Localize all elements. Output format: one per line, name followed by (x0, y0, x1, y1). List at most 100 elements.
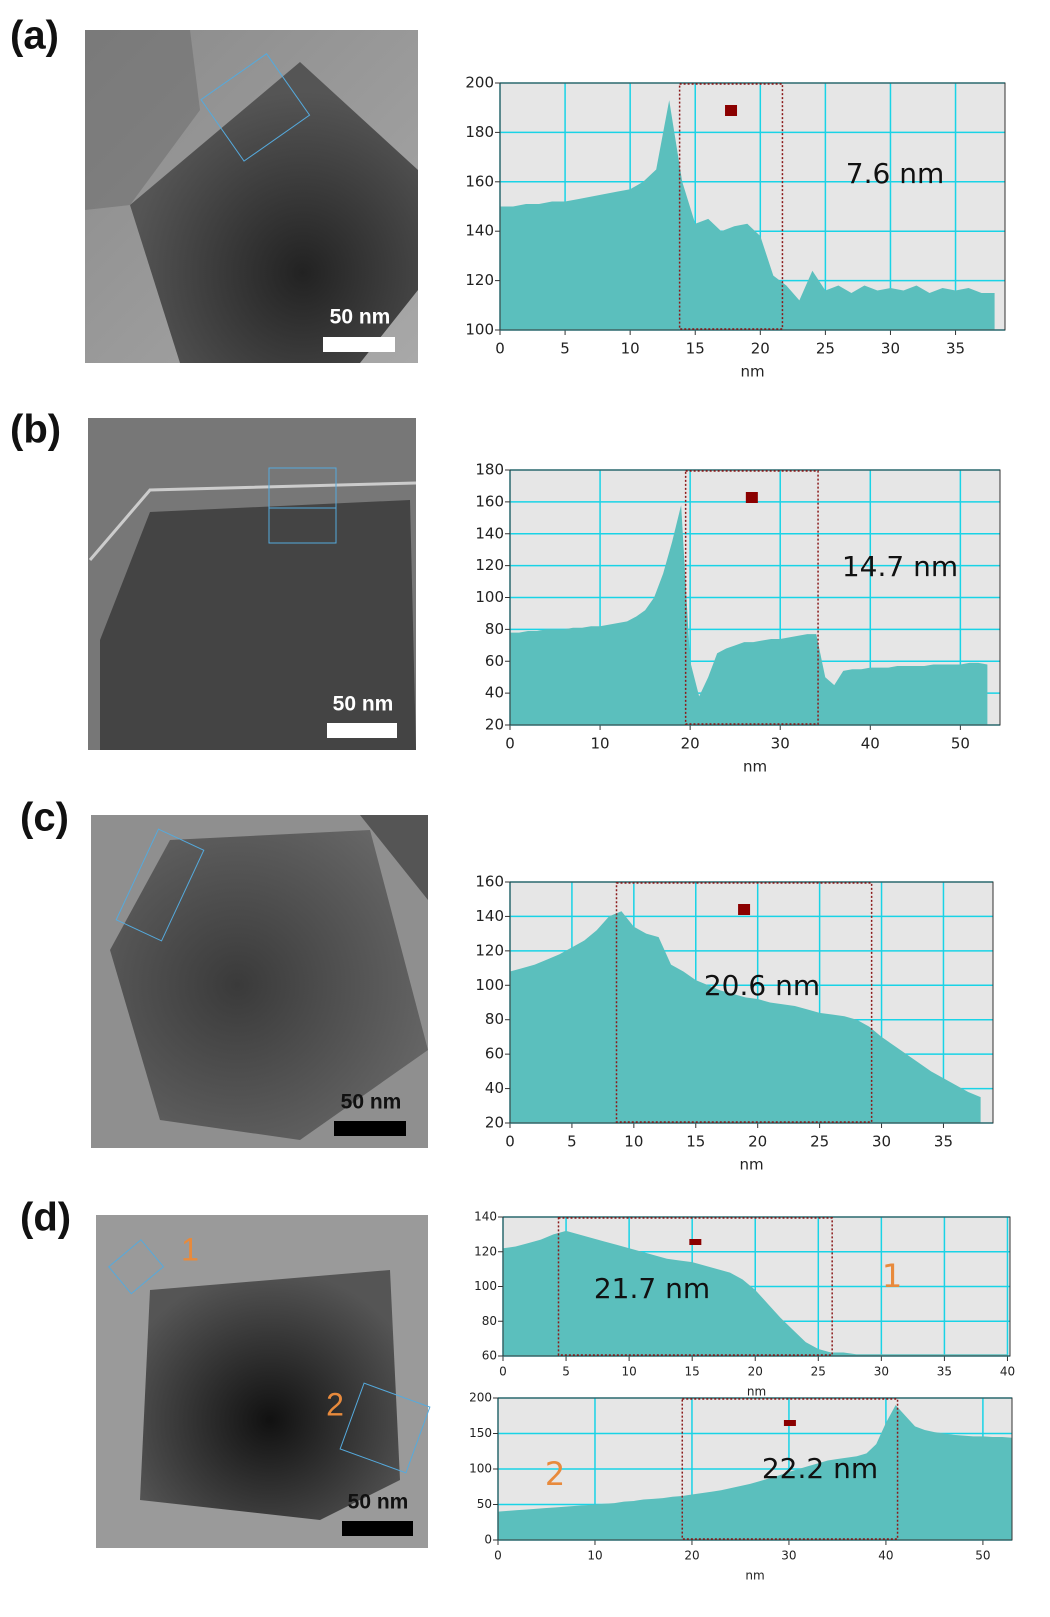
x-tick-label: 20 (684, 1549, 699, 1563)
x-axis-title: nm (739, 1156, 763, 1174)
x-tick-label: 10 (591, 735, 610, 753)
x-tick-label: 20 (751, 340, 770, 358)
y-tick-label: 120 (475, 941, 504, 959)
plot-frame (509, 881, 994, 1124)
x-tick-label: 0 (494, 1549, 502, 1563)
region-handle (745, 492, 758, 503)
selection-region (557, 1217, 833, 1356)
x-axis-title: nm (747, 1385, 766, 1399)
annotation: 22.2 nm (762, 1452, 878, 1485)
tem-image (96, 1215, 431, 1548)
y-tick-label: 100 (475, 588, 504, 606)
x-tick-label: 20 (748, 1133, 767, 1151)
image-marker: 2 (326, 1386, 344, 1422)
plot-frame (497, 1397, 1013, 1541)
x-tick-label: 25 (810, 1133, 829, 1151)
x-tick-label: 15 (686, 1133, 705, 1151)
annotation: 14.7 nm (842, 550, 958, 583)
y-tick-label: 140 (475, 524, 504, 542)
x-tick-label: 15 (686, 340, 705, 358)
y-tick-label: 120 (465, 271, 494, 289)
y-tick-label: 140 (474, 1210, 497, 1224)
y-tick-label: 60 (485, 652, 504, 670)
x-tick-label: 25 (816, 340, 835, 358)
panel-tag: 2 (545, 1455, 565, 1493)
x-tick-label: 5 (562, 1365, 570, 1379)
region-handle (725, 105, 738, 116)
y-tick-label: 200 (469, 1391, 492, 1405)
scale-bar-label: 50 nm (348, 1491, 409, 1514)
x-tick-label: 30 (771, 735, 790, 753)
y-tick-label: 150 (469, 1426, 492, 1440)
profile-area (500, 100, 995, 330)
y-tick-label: 60 (485, 1045, 504, 1063)
x-tick-label: 40 (878, 1549, 893, 1563)
panel-tag: 1 (882, 1257, 902, 1295)
x-tick-label: 10 (621, 340, 640, 358)
scale-bar-label: 50 nm (341, 1091, 402, 1114)
profile-area (498, 1405, 1012, 1540)
panel-label: (b) (10, 408, 61, 452)
region-handle (689, 1239, 702, 1245)
y-tick-label: 160 (465, 172, 494, 190)
plot-frame (509, 469, 1001, 726)
x-tick-label: 10 (624, 1133, 643, 1151)
x-tick-label: 20 (748, 1365, 763, 1379)
x-tick-label: 35 (946, 340, 965, 358)
region-handle (738, 904, 751, 915)
y-tick-label: 200 (465, 74, 494, 92)
selection-region (678, 83, 784, 330)
x-tick-label: 40 (1000, 1365, 1015, 1379)
image-marker: 1 (181, 1231, 199, 1267)
y-tick-label: 40 (485, 1079, 504, 1097)
x-tick-label: 40 (861, 735, 880, 753)
y-tick-label: 160 (475, 492, 504, 510)
x-tick-label: 0 (505, 1133, 515, 1151)
annotation: 7.6 nm (846, 157, 944, 190)
plot-frame (499, 82, 1006, 331)
x-tick-label: 50 (975, 1549, 990, 1563)
x-tick-label: 5 (560, 340, 570, 358)
x-tick-label: 35 (937, 1365, 952, 1379)
scale-bar-label: 50 nm (333, 693, 394, 716)
y-tick-label: 100 (469, 1462, 492, 1476)
x-tick-label: 10 (587, 1549, 602, 1563)
annotation: 21.7 nm (594, 1272, 710, 1305)
x-tick-label: 0 (495, 340, 505, 358)
x-tick-label: 0 (499, 1365, 507, 1379)
x-tick-label: 20 (681, 735, 700, 753)
x-tick-label: 5 (567, 1133, 577, 1151)
plot-frame (502, 1216, 1011, 1357)
y-tick-label: 160 (475, 873, 504, 891)
selection-region (684, 470, 819, 725)
x-tick-label: 30 (874, 1365, 889, 1379)
selection-region (681, 1398, 899, 1540)
y-tick-label: 20 (485, 716, 504, 734)
y-tick-label: 80 (482, 1314, 497, 1328)
y-tick-label: 80 (485, 620, 504, 638)
y-tick-label: 120 (475, 556, 504, 574)
y-tick-label: 180 (465, 123, 494, 141)
panel-label: (a) (10, 14, 59, 58)
y-tick-label: 100 (465, 321, 494, 339)
profile-area (510, 911, 981, 1123)
x-tick-label: 30 (881, 340, 900, 358)
y-tick-label: 50 (477, 1497, 492, 1511)
y-tick-label: 140 (465, 222, 494, 240)
x-axis-title: nm (745, 1569, 764, 1583)
y-tick-label: 20 (485, 1114, 504, 1132)
y-tick-label: 180 (475, 461, 504, 479)
selection-region (615, 882, 873, 1123)
x-tick-label: 30 (872, 1133, 891, 1151)
profile-area (503, 1230, 1008, 1356)
x-tick-label: 15 (685, 1365, 700, 1379)
x-tick-label: 0 (505, 735, 515, 753)
x-tick-label: 10 (621, 1365, 636, 1379)
y-tick-label: 100 (475, 976, 504, 994)
y-tick-label: 120 (474, 1244, 497, 1258)
y-tick-label: 60 (482, 1349, 497, 1363)
x-tick-label: 50 (951, 735, 970, 753)
tem-image (85, 30, 418, 363)
tem-image (88, 418, 417, 750)
